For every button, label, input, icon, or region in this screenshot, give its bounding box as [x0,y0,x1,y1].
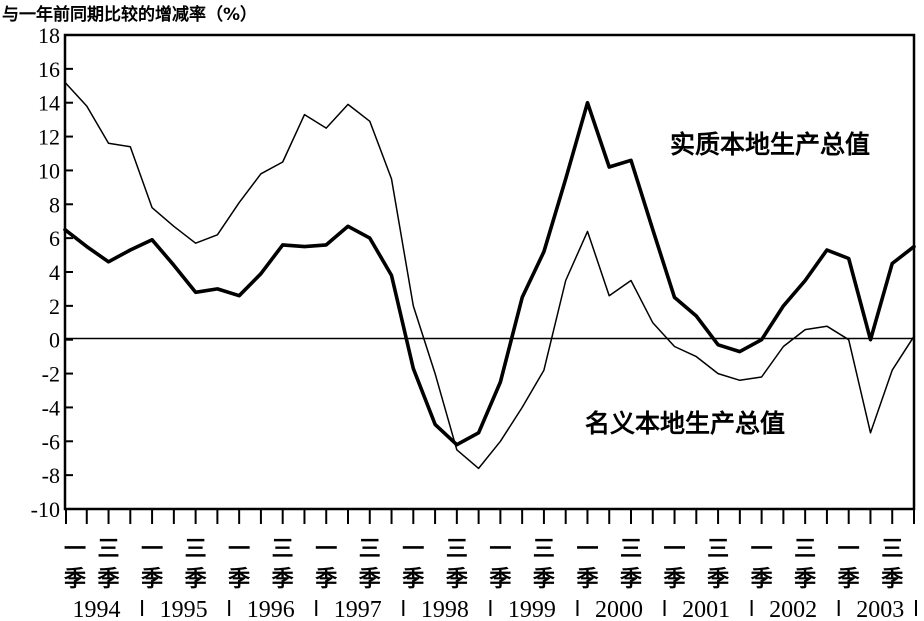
quarter-label-bottom: 季 [185,567,207,592]
quarter-label-top: 三 [446,537,468,562]
year-label: 1998 [421,597,469,621]
quarter-label-bottom: 季 [664,567,686,592]
plot-frame [63,33,916,511]
series-line-nominal-gdp [64,81,915,470]
series-line-real-gdp [63,100,916,447]
year-label: 1999 [508,597,556,621]
x-axis-ticks [65,509,915,524]
year-label: 1996 [247,597,295,621]
quarter-label-top: 三 [881,537,903,562]
quarter-label-bottom: 季 [489,567,511,592]
quarter-label-top: 三 [533,537,555,562]
annotation-nominal-gdp: 名义本地生产总值 [585,409,785,438]
quarter-label-top: 一 [751,537,773,562]
quarter-label-top: 一 [576,537,598,562]
quarter-label-bottom: 季 [272,567,294,592]
series-layer [63,81,916,470]
quarter-label-top: 一 [838,537,860,562]
quarter-label-top: 三 [794,537,816,562]
y-tick-label: 4 [49,260,60,285]
y-tick-label: -10 [31,497,60,522]
quarter-label-top: 三 [620,537,642,562]
annotation-real-gdp: 实质本地生产总值 [670,130,870,159]
quarter-label-top: 三 [272,537,294,562]
quarter-label-bottom: 季 [620,567,642,592]
quarter-label-bottom: 季 [446,567,468,592]
quarter-label-top: 一 [141,537,163,562]
quarter-label-top: 一 [489,537,511,562]
y-tick-label: 18 [38,23,60,48]
quarter-label-bottom: 季 [881,567,903,592]
quarter-label-bottom: 季 [141,567,163,592]
quarter-label-top: 一 [315,537,337,562]
quarter-label-bottom: 季 [98,567,120,592]
quarter-label-top: 三 [359,537,381,562]
year-label: 1995 [160,597,208,621]
quarter-label-bottom: 季 [751,567,773,592]
year-label: 1997 [334,597,382,621]
year-label: 1994 [73,597,121,621]
y-tick-label: 6 [49,226,60,251]
y-tick-label: 2 [49,294,60,319]
year-label: 2003 [856,597,904,621]
quarter-label-bottom: 季 [838,567,860,592]
year-label: 2001 [682,597,730,621]
quarter-label-top: 一 [64,537,86,562]
quarter-label-top: 三 [185,537,207,562]
quarter-label-bottom: 季 [228,567,250,592]
quarter-label-bottom: 季 [402,567,424,592]
y-tick-label: 10 [38,158,60,183]
quarter-label-bottom: 季 [315,567,337,592]
quarter-label-bottom: 季 [794,567,816,592]
y-tick-label: -4 [42,395,60,420]
y-tick-label: 12 [38,125,60,150]
y-tick-label: -2 [42,362,60,387]
chart-title: 与一年前同期比较的增减率（%） [2,4,257,25]
quarter-label-top: 一 [402,537,424,562]
quarter-label-bottom: 季 [707,567,729,592]
quarter-label-bottom: 季 [64,567,86,592]
quarter-label-top: 一 [228,537,250,562]
y-tick-label: 16 [38,57,60,82]
quarter-label-top: 一 [664,537,686,562]
quarter-label-bottom: 季 [359,567,381,592]
y-tick-label: 14 [38,91,60,116]
quarter-label-bottom: 季 [533,567,555,592]
y-tick-label: -6 [42,429,60,454]
y-axis-ticks: 18 16 14 12 10 8 6 4 2 0 -2 -4 -6 -8 -10 [31,23,73,522]
year-label: 2002 [769,597,817,621]
year-labels: 1994 1995 1996 1997 1998 1999 2000 2001 2002 2003 [73,597,917,621]
y-tick-label: 8 [49,192,60,217]
y-tick-label: -8 [42,463,60,488]
year-label: 2000 [595,597,643,621]
quarter-label-top: 三 [98,537,120,562]
quarter-label-top: 三 [707,537,729,562]
y-tick-label: 0 [49,328,60,353]
quarter-label-bottom: 季 [576,567,598,592]
